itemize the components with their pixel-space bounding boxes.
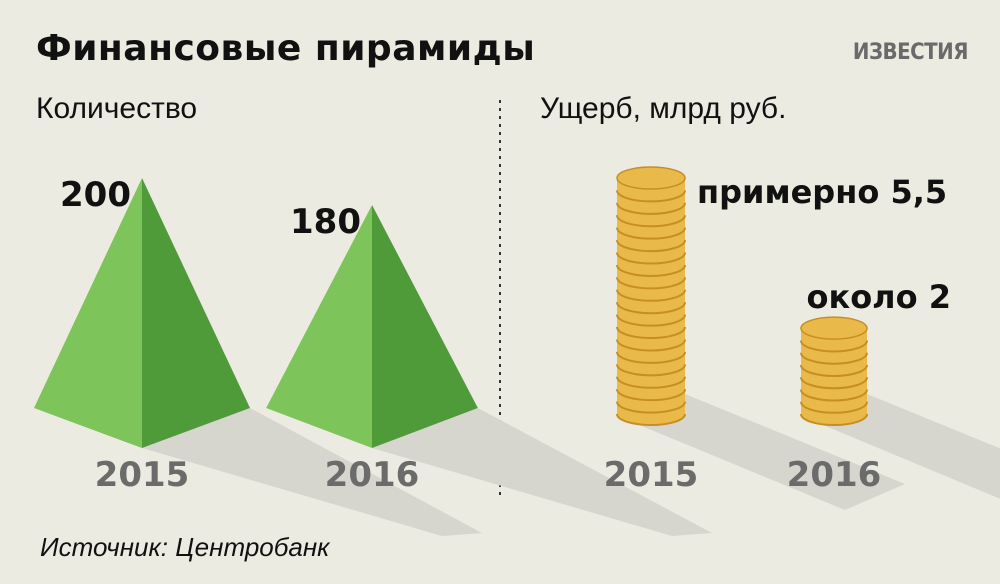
coin-edge <box>616 364 686 377</box>
coin-value-label: около 2 <box>806 278 951 316</box>
pyramid-face-dark <box>372 205 478 448</box>
pyramid-value-label: 180 <box>290 202 361 242</box>
coin-edge <box>616 314 686 327</box>
coin-edge <box>616 302 686 315</box>
coin-edge <box>616 351 686 364</box>
coin-value-label: примерно 5,5 <box>697 173 947 211</box>
source-note: Источник: Центробанк <box>40 532 330 562</box>
pyramid-year-label: 2016 <box>325 455 420 495</box>
coin-edge <box>616 215 686 228</box>
coin-edge <box>616 413 686 426</box>
pyramid-value-label: 200 <box>60 175 131 215</box>
coin-top <box>616 166 686 190</box>
coin-edge <box>800 352 868 365</box>
coin-edge <box>616 202 686 215</box>
coin-edge <box>616 277 686 290</box>
coin-edge <box>616 401 686 414</box>
coin-top <box>800 316 868 340</box>
coin-edge <box>800 364 868 377</box>
coin-edge <box>616 326 686 340</box>
coin-edge <box>800 340 868 353</box>
coin-edge <box>616 252 686 265</box>
coin-edge <box>800 389 868 402</box>
coin-year-label: 2016 <box>787 455 882 495</box>
coin-edge <box>800 413 868 426</box>
right-chart-subtitle: Ущерб, млрд руб. <box>540 92 787 125</box>
coin-shadow <box>627 394 905 510</box>
coin-edge <box>616 264 686 277</box>
pyramid-face-dark <box>142 178 250 448</box>
pyramid-year-label: 2015 <box>95 455 190 495</box>
coin-edge <box>616 289 686 302</box>
coin-edge <box>616 376 686 389</box>
pyramid-group: 200 2015 180 2016 <box>34 175 712 536</box>
coin-year-label: 2015 <box>604 455 699 495</box>
coin-edge <box>800 377 868 390</box>
coin-edge <box>616 227 686 240</box>
coin-edge <box>616 339 686 352</box>
pyramid-face-light <box>266 205 372 448</box>
left-chart-subtitle: Количество <box>36 92 198 125</box>
brand-logo: ИЗВЕСТИЯ <box>852 40 969 65</box>
coin-edge <box>800 401 868 414</box>
pyramid-shadow <box>142 408 482 536</box>
coin-edge <box>616 239 686 253</box>
pyramid-face-light <box>34 178 142 448</box>
coin-edge <box>616 190 686 203</box>
coin-edge <box>616 388 686 402</box>
coin-group: примерно 5,5 2015 около 2 2016 <box>604 166 1000 510</box>
chart-title: Финансовые пирамиды <box>36 28 536 69</box>
pyramid-shadow <box>372 408 712 536</box>
